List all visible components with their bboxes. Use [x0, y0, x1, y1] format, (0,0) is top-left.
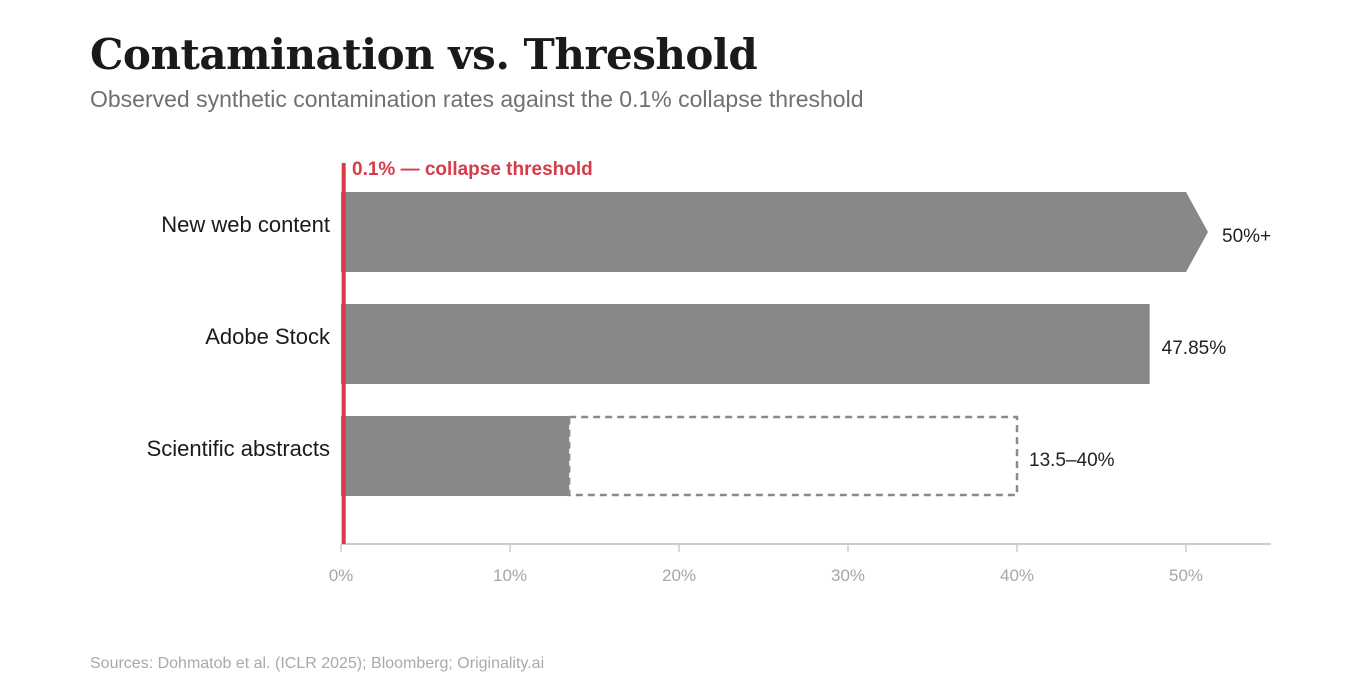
bar: [341, 416, 570, 496]
x-tick-label: 10%: [493, 566, 527, 585]
bar-chart: 0% 10% 20% 30% 40% 50% 50%+ New web content 47.8…: [147, 159, 1272, 585]
bar-category-label: New web content: [161, 212, 330, 237]
chart-subtitle: Observed synthetic contamination rates a…: [90, 86, 864, 112]
x-tick-label: 30%: [831, 566, 865, 585]
chart-title: Contamination vs. Threshold: [90, 30, 758, 79]
bar-category-label: Scientific abstracts: [147, 436, 330, 461]
bar-value-label: 47.85%: [1162, 338, 1227, 359]
bar-value-label: 13.5–40%: [1029, 450, 1115, 471]
chart-source: Sources: Dohmatob et al. (ICLR 2025); Bl…: [90, 655, 545, 672]
x-tick-label: 50%: [1169, 566, 1203, 585]
threshold-label: 0.1% — collapse threshold: [352, 159, 593, 180]
bar-category-label: Adobe Stock: [205, 324, 331, 349]
bar: [341, 304, 1150, 384]
x-tick-label: 20%: [662, 566, 696, 585]
x-tick-label: 40%: [1000, 566, 1034, 585]
x-tick-label: 0%: [329, 566, 354, 585]
bar-range-outline: [567, 415, 1019, 497]
bar-value-label: 50%+: [1222, 226, 1271, 247]
bar: [341, 192, 1208, 272]
